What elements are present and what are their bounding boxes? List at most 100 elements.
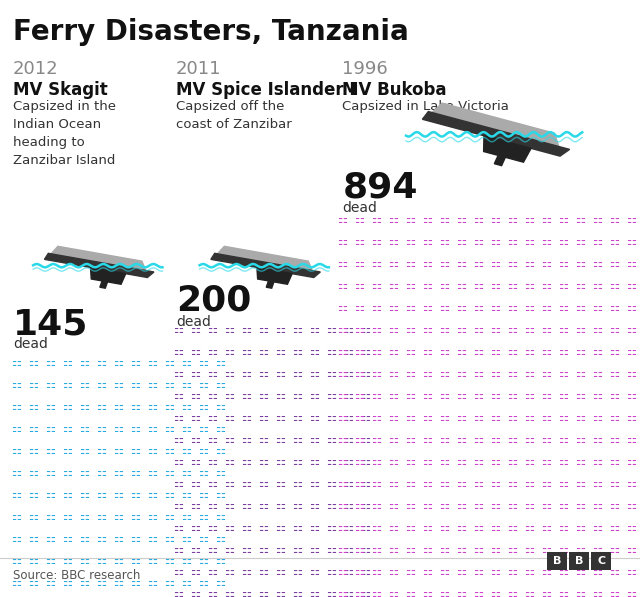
- Bar: [547, 552, 567, 570]
- Text: ⚏: ⚏: [337, 215, 348, 225]
- Text: ⚏: ⚏: [11, 468, 21, 478]
- Text: ⚏: ⚏: [343, 479, 353, 490]
- Polygon shape: [100, 281, 108, 288]
- Text: ⚏: ⚏: [181, 556, 191, 566]
- Text: ⚏: ⚏: [627, 281, 636, 291]
- Text: ⚏: ⚏: [508, 237, 517, 247]
- Text: ⚏: ⚏: [405, 369, 415, 379]
- Text: ⚏: ⚏: [609, 347, 620, 357]
- Text: ⚏: ⚏: [198, 424, 208, 434]
- Text: ⚏: ⚏: [96, 358, 106, 368]
- Text: ⚏: ⚏: [575, 281, 586, 291]
- Text: ⚏: ⚏: [190, 457, 200, 467]
- Text: ⚏: ⚏: [190, 524, 200, 533]
- Text: ⚏: ⚏: [355, 303, 364, 313]
- Text: ⚏: ⚏: [326, 370, 336, 379]
- Text: ⚏: ⚏: [258, 347, 268, 358]
- Text: ⚏: ⚏: [541, 347, 552, 357]
- Text: ⚏: ⚏: [147, 358, 157, 368]
- Text: ⚏: ⚏: [173, 435, 183, 445]
- Text: ⚏: ⚏: [337, 237, 348, 247]
- Text: B: B: [553, 556, 561, 566]
- Text: ⚏: ⚏: [541, 215, 552, 225]
- Text: 2011: 2011: [176, 60, 221, 78]
- Text: ⚏: ⚏: [422, 215, 433, 225]
- Text: ⚏: ⚏: [422, 567, 433, 577]
- Text: ⚏: ⚏: [440, 391, 449, 401]
- Text: ⚏: ⚏: [627, 259, 636, 269]
- Text: ⚏: ⚏: [309, 501, 319, 512]
- Text: ⚏: ⚏: [79, 490, 89, 500]
- Text: ⚏: ⚏: [541, 545, 552, 555]
- Text: ⚏: ⚏: [371, 413, 381, 423]
- Text: ⚏: ⚏: [593, 457, 602, 467]
- Text: ⚏: ⚏: [405, 435, 415, 445]
- Text: ⚏: ⚏: [474, 325, 483, 335]
- Text: ⚏: ⚏: [79, 534, 89, 544]
- Text: ⚏: ⚏: [575, 457, 586, 467]
- Text: ⚏: ⚏: [79, 446, 89, 456]
- Text: ⚏: ⚏: [508, 589, 517, 597]
- Text: ⚏: ⚏: [388, 303, 398, 313]
- Polygon shape: [44, 253, 154, 278]
- Text: ⚏: ⚏: [456, 391, 467, 401]
- Text: ⚏: ⚏: [456, 259, 467, 269]
- Text: ⚏: ⚏: [11, 578, 21, 588]
- Text: ⚏: ⚏: [181, 424, 191, 434]
- Text: ⚏: ⚏: [258, 392, 268, 401]
- Text: ⚏: ⚏: [593, 567, 602, 577]
- Text: ⚏: ⚏: [28, 402, 38, 412]
- Text: ⚏: ⚏: [440, 457, 449, 467]
- Text: ⚏: ⚏: [113, 512, 123, 522]
- Text: ⚏: ⚏: [355, 545, 364, 555]
- Text: ⚏: ⚏: [113, 358, 123, 368]
- Text: ⚏: ⚏: [524, 215, 534, 225]
- Text: ⚏: ⚏: [207, 457, 217, 467]
- Text: ⚏: ⚏: [147, 402, 157, 412]
- Text: ⚏: ⚏: [559, 303, 568, 313]
- Text: ⚏: ⚏: [224, 479, 234, 490]
- Text: ⚏: ⚏: [198, 490, 208, 500]
- Text: ⚏: ⚏: [575, 589, 586, 597]
- Text: ⚏: ⚏: [326, 435, 336, 445]
- Text: ⚏: ⚏: [609, 303, 620, 313]
- Text: ⚏: ⚏: [275, 479, 285, 490]
- Text: ⚏: ⚏: [490, 259, 500, 269]
- Text: ⚏: ⚏: [575, 303, 586, 313]
- Text: ⚏: ⚏: [422, 545, 433, 555]
- Text: ⚏: ⚏: [490, 281, 500, 291]
- Text: ⚏: ⚏: [130, 446, 140, 456]
- Text: ⚏: ⚏: [275, 325, 285, 336]
- Text: ⚏: ⚏: [541, 303, 552, 313]
- Text: ⚏: ⚏: [559, 347, 568, 357]
- Text: ⚏: ⚏: [96, 424, 106, 434]
- Text: ⚏: ⚏: [11, 490, 21, 500]
- Text: dead: dead: [13, 337, 47, 351]
- Text: ⚏: ⚏: [224, 546, 234, 555]
- Text: ⚏: ⚏: [405, 259, 415, 269]
- Text: ⚏: ⚏: [28, 556, 38, 566]
- Text: ⚏: ⚏: [241, 347, 251, 358]
- Text: ⚏: ⚏: [405, 413, 415, 423]
- Text: ⚏: ⚏: [422, 325, 433, 335]
- Text: ⚏: ⚏: [113, 424, 123, 434]
- Text: ⚏: ⚏: [130, 468, 140, 478]
- Text: ⚏: ⚏: [45, 534, 55, 544]
- Text: ⚏: ⚏: [79, 556, 89, 566]
- Text: ⚏: ⚏: [190, 347, 200, 358]
- Text: ⚏: ⚏: [173, 370, 183, 379]
- Text: ⚏: ⚏: [224, 435, 234, 445]
- Text: ⚏: ⚏: [575, 369, 586, 379]
- Text: ⚏: ⚏: [422, 347, 433, 357]
- Text: ⚏: ⚏: [440, 259, 449, 269]
- Text: ⚏: ⚏: [490, 347, 500, 357]
- Text: ⚏: ⚏: [79, 424, 89, 434]
- Text: ⚏: ⚏: [96, 512, 106, 522]
- Text: ⚏: ⚏: [113, 446, 123, 456]
- Text: ⚏: ⚏: [559, 545, 568, 555]
- Text: ⚏: ⚏: [388, 457, 398, 467]
- Text: ⚏: ⚏: [593, 303, 602, 313]
- Text: ⚏: ⚏: [440, 413, 449, 423]
- Text: ⚏: ⚏: [490, 215, 500, 225]
- Text: ⚏: ⚏: [62, 380, 72, 390]
